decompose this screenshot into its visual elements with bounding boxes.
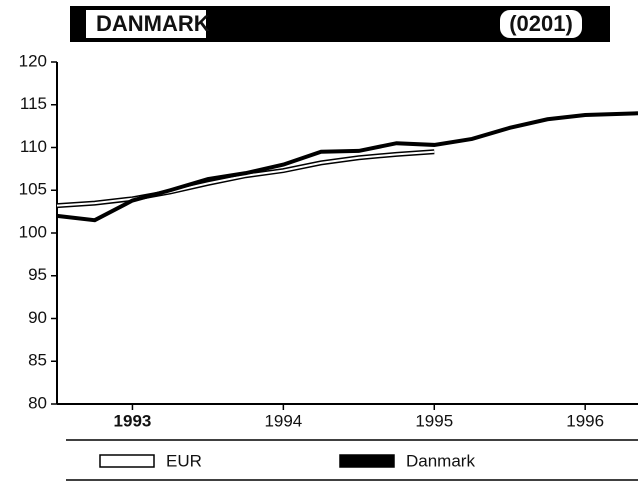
y-tick-label: 105: [19, 180, 47, 199]
x-tick-label: 1993: [114, 411, 152, 430]
y-tick-label: 115: [20, 94, 47, 113]
y-tick-label: 95: [28, 265, 47, 284]
x-tick-label: 1995: [415, 411, 453, 430]
legend-label: EUR: [166, 451, 202, 470]
chart-code: (0201): [509, 11, 573, 36]
legend-label: Danmark: [406, 451, 475, 470]
y-tick-label: 100: [19, 222, 47, 241]
legend-swatch: [339, 454, 395, 468]
legend-swatch: [99, 454, 155, 468]
code-background: [500, 10, 582, 38]
series-line: [56, 111, 638, 223]
series-line: [56, 150, 435, 207]
y-tick-label: 80: [28, 393, 47, 412]
chart-title: DANMARK: [96, 11, 210, 36]
x-tick-label: 1996: [566, 411, 604, 430]
y-tick-label: 85: [28, 351, 47, 370]
y-tick-label: 120: [19, 51, 47, 70]
y-tick-label: 90: [28, 308, 47, 327]
y-tick-label: 110: [20, 137, 47, 156]
title-background: [86, 10, 206, 38]
x-tick-label: 1994: [264, 411, 302, 430]
series-outline: [56, 149, 435, 209]
